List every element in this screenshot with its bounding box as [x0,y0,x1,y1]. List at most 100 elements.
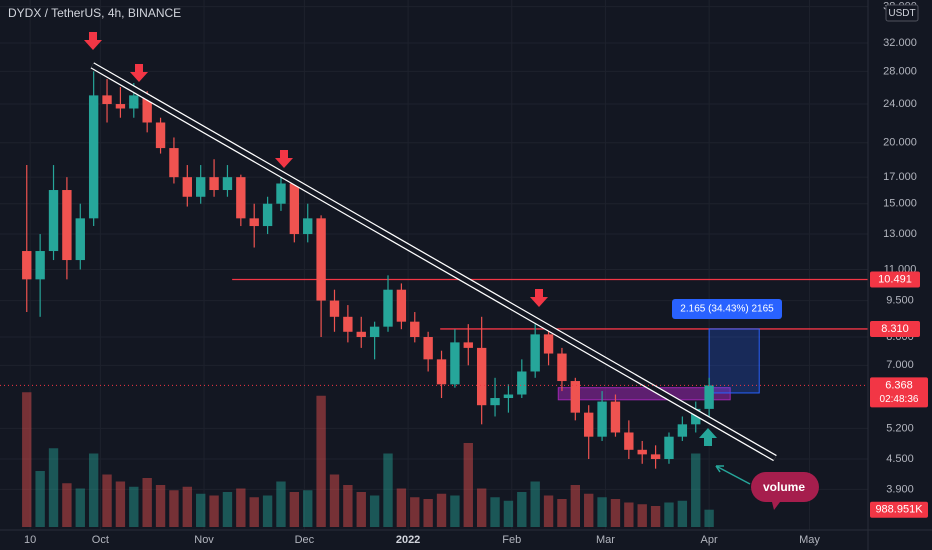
volume-bar [88,453,99,527]
candle-body [557,353,567,382]
volume-bar [75,488,85,527]
y-tick-label: 9.500 [886,294,914,306]
volume-bar [142,478,152,527]
candle-body [115,104,126,109]
candle-body [142,95,152,123]
chart-title: DYDX / TetherUS, 4h, BINANCE [8,6,181,20]
candle-body [48,190,59,252]
volume-bar [503,500,514,527]
volume-bar [637,504,647,527]
volume-bar [597,497,607,527]
volume-bar [450,495,460,527]
candle-body [436,359,447,385]
candle-body [597,401,607,437]
candle-body [650,454,661,460]
volume-bar [169,490,179,527]
volume-bar [476,488,487,527]
x-tick-label: Mar [596,534,615,546]
volume-bar [383,453,393,527]
down-arrow [530,289,548,307]
volume-bar [369,495,380,527]
y-tick-label: 17.000 [883,171,917,183]
candle-body [356,331,366,338]
zone [557,387,731,401]
candle-body [450,342,460,385]
candle-body [75,218,85,261]
candle-body [677,424,688,437]
volume-bar [155,485,166,527]
candle-body [262,203,273,227]
candle-body [329,300,340,317]
volume-bar [490,497,500,527]
annotation-bubble [751,472,819,510]
candle-body [490,398,500,406]
volume-bar [115,481,126,527]
volume-bar [704,509,714,527]
candle-body [169,148,179,178]
x-tick-label: 2022 [396,534,420,546]
x-tick-label: 10 [24,534,36,546]
volume-bar [196,493,206,527]
measure-box [708,328,760,394]
candle-body [423,337,433,360]
volume-bar [624,502,634,527]
candle-body [570,381,581,413]
candle-body [343,316,353,332]
y-tick-label: 7.000 [886,359,914,371]
candle-body [196,177,206,197]
candle-body [691,408,701,425]
volume-bar [262,495,273,527]
candle-body [155,122,166,149]
candle-body [88,95,99,219]
volume-bar [570,485,581,527]
up-arrow [699,428,717,446]
annotation-pointer [715,465,751,485]
candle-body [517,371,527,395]
candle-body [463,342,473,348]
y-tick-label: 5.200 [886,422,914,434]
unit-label: USDT [888,8,915,19]
candle-body [503,394,514,399]
volume-bar [436,493,447,527]
y-tick-label: 13.000 [883,228,917,240]
level-tag [870,320,920,337]
x-tick-label: Oct [92,534,109,546]
y-tick-label: 20.000 [883,137,917,149]
volume-bar [102,474,112,527]
candle-body [476,347,487,406]
volume-bar [316,395,326,527]
candle-body [62,190,72,261]
down-arrow [130,64,148,82]
volume-bar [517,492,527,527]
candle-body [543,334,554,354]
candle-body [35,251,45,280]
y-tick-label: 24.000 [883,98,917,110]
down-arrow [84,32,102,50]
volume-bar [303,490,313,527]
candle-body [129,95,139,109]
volume-bar [396,488,407,527]
volume-bar [557,499,567,527]
candle-body [209,177,219,191]
trendline-inner [91,63,777,461]
volume-bar [543,495,554,527]
volume-bar [343,485,353,527]
current-tag [870,377,928,408]
y-tick-label: 15.000 [883,198,917,210]
x-tick-label: Feb [502,534,521,546]
measure-tag [672,298,782,319]
candle-body [236,177,246,219]
candle-body [410,321,420,338]
volume-bar [664,502,674,527]
candle-body [610,401,621,433]
y-tick-label: 3.900 [886,483,914,495]
volume-bar [22,392,32,527]
volume-bar [530,481,540,527]
x-tick-label: Apr [701,534,718,546]
candle-body [249,218,259,227]
candle-body [182,177,192,197]
volume-bar [584,493,594,527]
measure-label: 2.165 (34.43%) 2165 [680,304,774,315]
level-label: 10.491 [878,273,912,285]
